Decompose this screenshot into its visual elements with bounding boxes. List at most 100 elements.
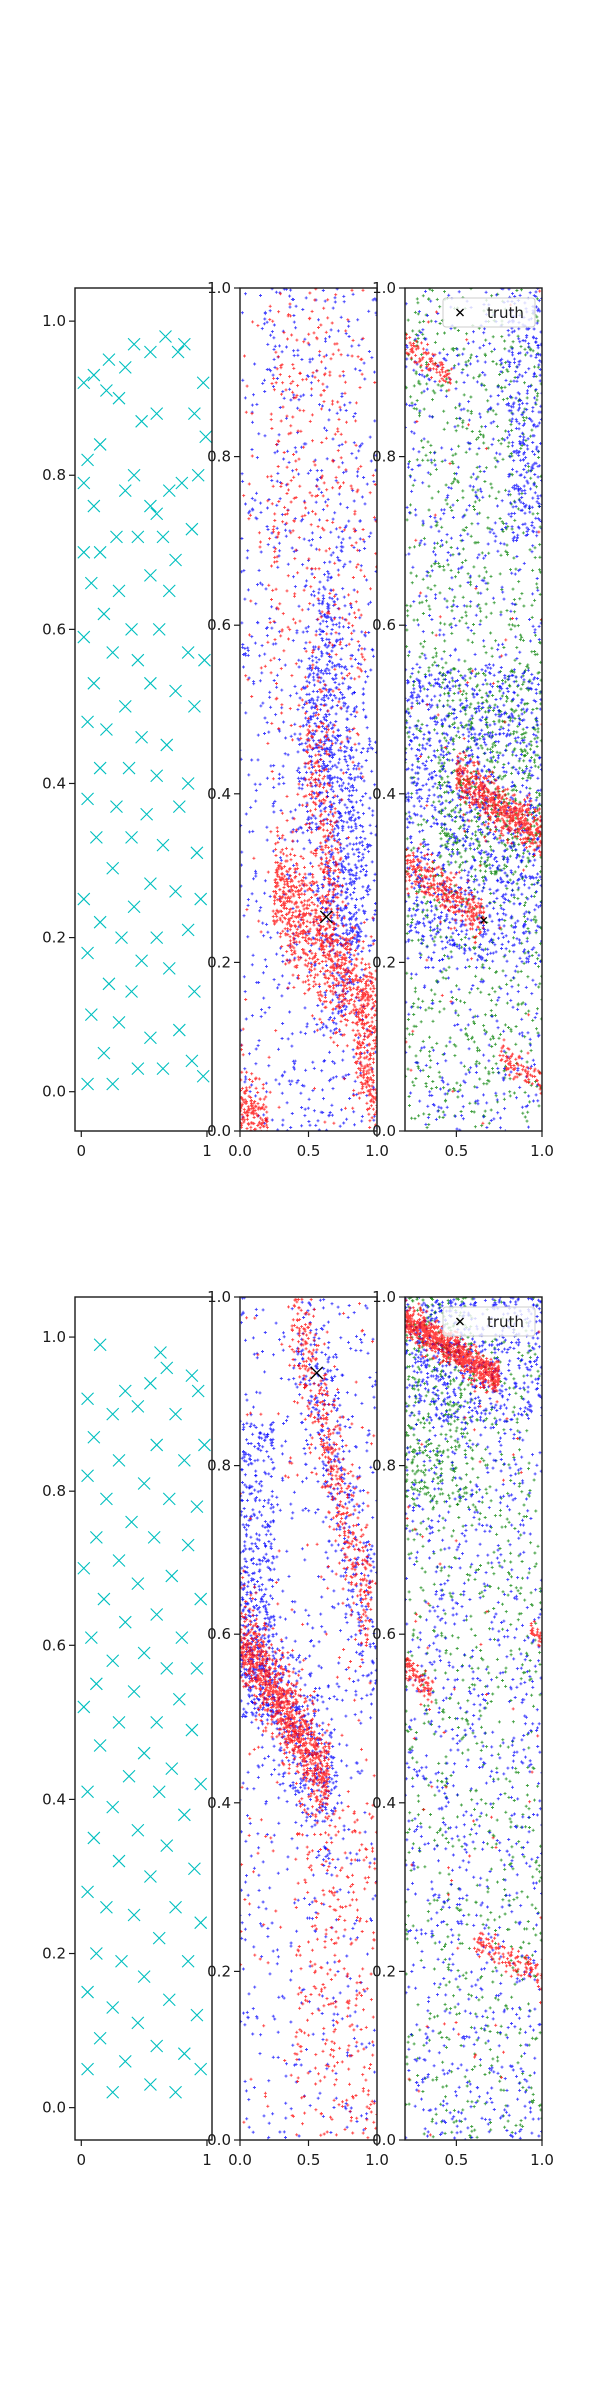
sample-marker [144,499,157,513]
cloud-points [266,288,365,747]
y-tick-label: 0.8 [42,1482,66,1500]
y-tick-label: 0.4 [42,774,66,792]
sample-marker [190,1500,204,1513]
sample-marker [97,1592,111,1606]
sample-marker [150,1608,164,1621]
x-tick-label: 0.5 [297,1142,321,1160]
sample-marker [87,676,101,690]
y-tick-label: 0.8 [372,1457,396,1475]
sample-marker [131,1400,145,1413]
sample-marker [122,1769,136,1783]
sample-marker [194,1916,208,1930]
sample-marker [177,1453,191,1467]
sample-marker [190,1662,204,1675]
y-tick-label: 0.2 [372,1962,396,1980]
sample-marker [137,1477,151,1490]
y-tick-label: 0.4 [372,785,396,803]
sample-marker [160,1361,174,1375]
cloud-points [405,1297,542,2140]
sample-marker [162,1492,176,1506]
cloud-points [405,333,453,392]
sample-marker [93,1739,107,1752]
cloud-points [498,1038,542,1095]
x-tick-label: 0.5 [444,2151,468,2169]
point-cloud-7 [240,1302,377,2134]
sample-marker [112,1554,126,1567]
sample-marker [93,1338,107,1352]
truth-marker [480,916,488,924]
axes-frame [404,287,543,1132]
sample-marker [127,900,141,914]
y-tick-label: 0.0 [372,1122,396,1140]
point-cloud-3 [241,316,377,1131]
legend: truth [442,1306,536,1337]
y-tick-label: 1.0 [372,279,396,297]
sample-marker [131,1062,145,1075]
sample-marker [185,1369,199,1382]
x-tick-label: 1.0 [530,2151,554,2169]
sample-marker [131,653,145,667]
sample-marker [188,407,201,420]
sample-marker [150,1438,164,1452]
sample-marker [89,1947,103,1960]
sample-marker [81,1469,94,1483]
y-tick-label: 0.2 [42,1945,66,1963]
sample-marker [81,2062,94,2076]
sample-marker [194,892,208,906]
sample-marker [118,1615,132,1629]
y-tick-label: 0.2 [372,953,396,971]
x-tick-label: 0 [77,2151,87,2169]
sample-marker [106,1077,120,1091]
sample-marker [190,846,204,860]
x-tick-label: 0.5 [444,1142,468,1160]
sample-marker [188,700,201,713]
cloud-points [455,751,542,857]
sample-marker [122,761,136,775]
subplot-2-samples: 0.0 0.2 0.4 0.6 0.8 1.0 0 1 [42,1296,213,2169]
point-cloud-5 [405,842,486,945]
y-tick-label: 0.2 [207,953,231,971]
sample-marker [110,530,123,544]
sample-marker [144,1376,157,1390]
point-cloud-2 [405,1297,542,2140]
axes-frame [404,1296,543,2141]
sample-marker [97,1046,111,1060]
subplot-1-posterior-a: 0.0 0.2 0.4 0.6 0.8 1.0 0.0 0.5 1.0 [207,279,389,1160]
sample-marker [198,1438,211,1452]
sample-marker [102,977,116,991]
point-cloud-6 [455,751,542,857]
cloud-points [472,1931,542,1991]
sample-marker [156,530,170,544]
sample-marker [160,738,174,752]
sample-marker [196,376,210,390]
point-cloud-8 [405,1330,542,2137]
cloud-points [301,675,344,957]
y-tick-label: 1.0 [42,312,66,330]
sample-marker [194,1777,208,1791]
cloud-points [288,1297,374,1668]
point-cloud-6 [293,1802,377,2140]
sample-marker [169,1407,182,1421]
x-tick-label: 1.0 [365,1142,389,1160]
sample-marker [89,1531,103,1544]
sample-marker [93,915,107,929]
sample-marker [159,330,172,343]
truth-marker [310,1366,324,1380]
sample-marker [181,1538,195,1552]
sample-marker [156,1062,170,1075]
sample-marker [190,2008,204,2022]
sample-marker [152,1931,166,1945]
sample-marker [131,2016,145,2030]
sample-marker [188,985,201,998]
sample-marker [81,792,94,806]
sample-marker [81,1785,94,1799]
sample-marker [118,484,132,498]
sample-marker [93,438,107,451]
sample-marker [106,861,120,875]
sample-marker [165,1762,179,1775]
sample-marker [110,800,123,813]
x-tick-label: 1.0 [365,2151,389,2169]
plot-area [405,1297,542,2140]
cloud-points [293,1802,377,2140]
